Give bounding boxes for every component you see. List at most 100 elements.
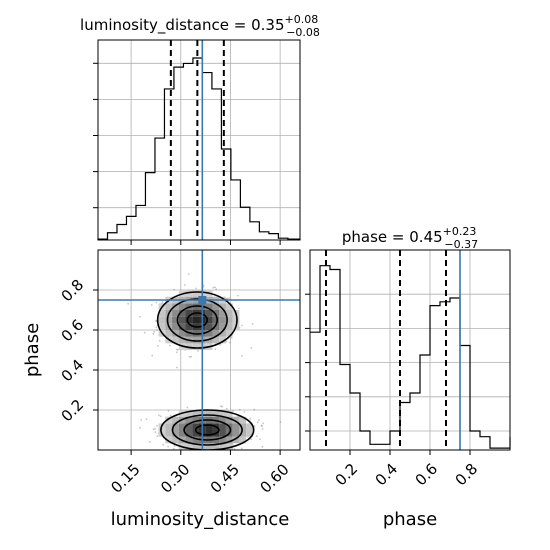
sample-point [237, 294, 239, 297]
sample-point [167, 445, 170, 448]
density-cell [219, 430, 226, 437]
density-cell [185, 443, 193, 450]
density-cell [178, 336, 186, 344]
density-contour-mode1-level1 [183, 419, 232, 441]
density-contour-mode1-level2 [171, 414, 243, 446]
phase-histogram-steps [310, 265, 511, 449]
sample-point [155, 326, 158, 329]
density-cell [219, 443, 226, 450]
density-cell [212, 303, 220, 310]
sample-point [156, 329, 158, 331]
x-axis-label-luminosity-distance: luminosity_distance [111, 509, 290, 530]
density-cell [205, 423, 213, 430]
sample-point [221, 405, 224, 408]
density-cell [165, 436, 173, 444]
density-cell [225, 410, 233, 417]
density-2d-contours [156, 291, 255, 450]
luminosity-distance-histogram-grid [98, 40, 300, 240]
phase-x-tick-label-3: 0.8 [452, 460, 482, 490]
density-cell [165, 316, 173, 324]
sample-point [190, 355, 193, 358]
density-cell [239, 423, 247, 430]
sample-point [187, 273, 190, 275]
lumdist-x-tick-label-0: 0.15 [107, 460, 143, 496]
phase-x-tick-label-1: 0.4 [372, 460, 402, 490]
phase-histogram-panel: 0.2 0.4 0.6 0.8 phase = 0.45+0.23 −0.37 phas… [305, 225, 511, 530]
density-2d-frame [97, 249, 301, 451]
density-cell [185, 436, 193, 444]
density-cell [212, 316, 220, 324]
phase-title: phase = 0.45+0.23 −0.37 [342, 225, 478, 251]
sample-point [215, 288, 218, 291]
density-cell [219, 303, 226, 310]
lumdist-x-tick-label-2: 0.45 [207, 460, 243, 496]
density-cell [225, 436, 233, 444]
sample-point [214, 286, 217, 289]
sample-point [169, 414, 172, 417]
density-cell [246, 423, 253, 430]
sample-point [238, 408, 241, 411]
sample-point [262, 422, 264, 425]
luminosity-distance-title-lower: −0.08 [286, 26, 320, 39]
density-cell [225, 443, 233, 450]
sample-point [148, 440, 151, 443]
density-cell [219, 410, 226, 417]
density-cell [185, 310, 193, 317]
sample-point [173, 445, 176, 447]
phase-x-tick-label-0: 0.2 [332, 460, 362, 490]
density-cell [185, 323, 193, 330]
sample-point [202, 284, 205, 287]
density-cell [185, 410, 193, 417]
density-cell [212, 443, 220, 450]
density-contour-mode0-level2 [166, 298, 228, 342]
density-cell [219, 310, 226, 317]
sample-point [237, 307, 240, 310]
density-cell [239, 416, 247, 424]
density-cell [192, 443, 199, 450]
density-cell [232, 423, 240, 430]
sample-point [154, 320, 157, 322]
density-cell [185, 423, 193, 430]
density-cell [172, 316, 179, 324]
sample-point [253, 425, 256, 428]
density-cell [232, 430, 240, 437]
density-cell [178, 430, 186, 437]
density-cell [185, 316, 193, 324]
density-cell [172, 310, 179, 317]
density-contour-mode0-level0 [186, 312, 209, 328]
lumdist-x-tick-label-3: 0.60 [256, 460, 292, 496]
density-2d-panel: 0.15 0.30 0.45 0.60 0.2 0.4 0.6 0.8 luminosity_… [22, 249, 301, 530]
sample-point [261, 425, 263, 427]
sample-point [251, 323, 254, 325]
density-cell [192, 423, 199, 430]
sample-point [162, 443, 165, 446]
density-cell [165, 416, 173, 424]
sample-point [256, 421, 259, 423]
sample-point [156, 424, 158, 427]
density-contour-mode1-level3 [160, 409, 255, 450]
sample-point [158, 414, 160, 417]
sample-point [258, 419, 260, 421]
density-cell [172, 323, 179, 330]
sample-point [208, 453, 210, 455]
sample-point [228, 297, 231, 300]
density-cell [225, 310, 233, 317]
sample-point [177, 348, 180, 351]
sample-point [167, 409, 170, 412]
sample-point [212, 286, 215, 289]
sample-point [219, 344, 222, 346]
x-axis-label-phase: phase [383, 509, 437, 530]
sample-point [156, 435, 159, 437]
density-cell [172, 436, 179, 444]
lumdist-x-tick-label-1: 0.30 [157, 460, 193, 496]
sample-point [255, 435, 258, 438]
sample-point [249, 418, 252, 420]
density-cell [192, 416, 199, 424]
density-contour-mode0-level3 [156, 291, 238, 349]
density-cell [165, 303, 173, 310]
phase-quantile-lines [325, 250, 447, 450]
phase-x-tick-label-2: 0.6 [412, 460, 442, 490]
sample-point [202, 458, 204, 460]
sample-point [220, 405, 222, 407]
sample-point [183, 284, 186, 286]
